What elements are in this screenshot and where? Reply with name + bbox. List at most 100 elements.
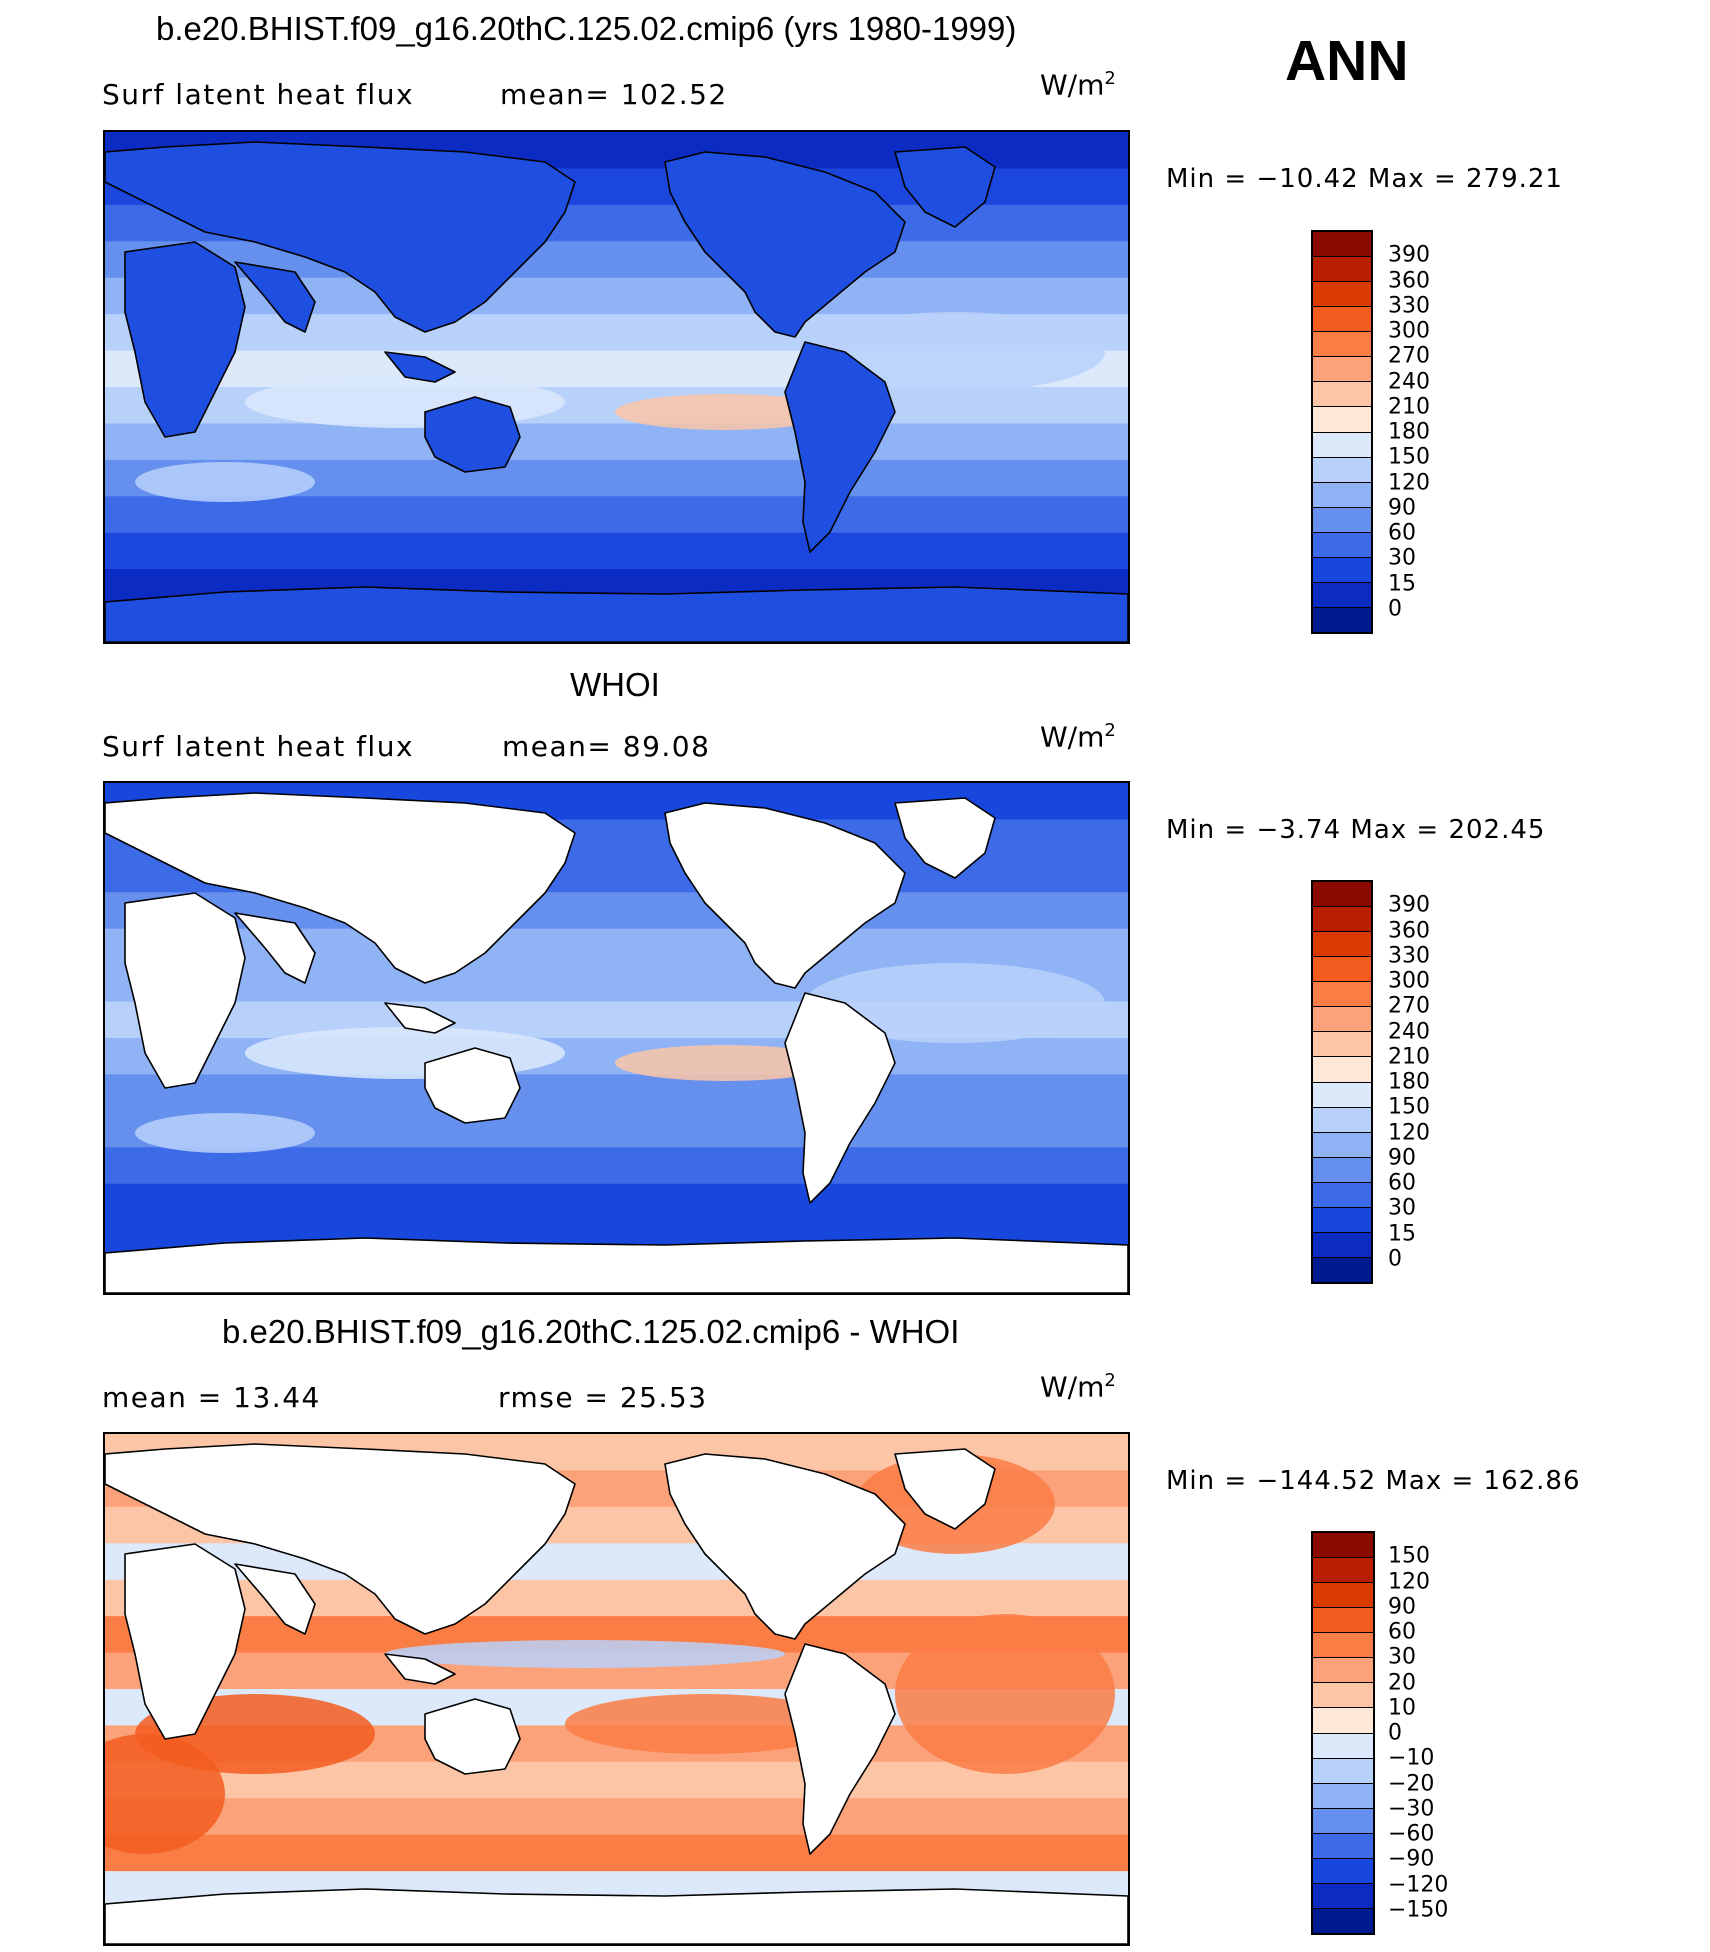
colorbar-segment <box>1313 1808 1373 1834</box>
colorbar-tick-label: 30 <box>1388 545 1416 571</box>
continent-outline <box>784 992 896 1204</box>
colorbar-segment <box>1313 1883 1373 1909</box>
units-label: W/m2 <box>1040 720 1116 754</box>
colorbar-labels: 390 360 330 300 270 240 210 180 150 120 90 60 30 15 0 <box>1388 880 1508 1284</box>
colorbar-segment <box>1313 907 1371 933</box>
colorbar-tick-label: −20 <box>1388 1771 1435 1796</box>
colorbar-tick-label: 180 <box>1388 419 1430 445</box>
colorbar-tick-label: 360 <box>1388 918 1430 943</box>
minmax-label: Min = −10.42 Max = 279.21 <box>1166 164 1563 194</box>
colorbar-segment <box>1313 957 1371 983</box>
colorbar-tick-label: 60 <box>1388 1170 1416 1196</box>
colorbar-tick-label: 180 <box>1388 1069 1430 1095</box>
colorbar-tick-label: 150 <box>1388 1543 1430 1569</box>
field-patch <box>615 1045 835 1081</box>
continent-outline <box>894 146 996 228</box>
field-patch <box>565 1694 845 1754</box>
continent-outline <box>124 241 246 438</box>
colorbar-tick-label: 270 <box>1388 343 1430 369</box>
colorbar-tick-label: 150 <box>1388 444 1430 470</box>
minmax-label: Min = −3.74 Max = 202.45 <box>1166 815 1546 845</box>
continent-outline <box>664 1453 906 1640</box>
field-band <box>105 1147 1128 1185</box>
colorbar-segment <box>1313 257 1371 283</box>
colorbar-segment <box>1313 882 1371 908</box>
minmax-label: Min = −144.52 Max = 162.86 <box>1166 1466 1581 1496</box>
season-label: ANN <box>1285 29 1409 93</box>
field-band <box>105 1183 1128 1222</box>
colorbar-segment <box>1313 1057 1371 1083</box>
colorbar-tick-label: 120 <box>1388 470 1430 495</box>
colorbar-segment <box>1313 432 1371 458</box>
map-plot <box>103 781 1130 1295</box>
continent-outline <box>664 151 906 338</box>
colorbar-tick-label: 120 <box>1388 1569 1430 1594</box>
colorbar-segment <box>1313 1558 1373 1584</box>
panel-title: WHOI <box>570 666 660 703</box>
colorbar-segment <box>1313 1533 1373 1559</box>
colorbar-tick-label: −60 <box>1388 1821 1435 1847</box>
colorbar <box>1311 880 1373 1284</box>
colorbar-tick-label: 90 <box>1388 1594 1416 1620</box>
colorbar-segment <box>1313 1082 1371 1108</box>
colorbar-tick-label: 240 <box>1388 369 1430 394</box>
continent-outline <box>124 892 246 1089</box>
field-patch <box>805 312 1105 392</box>
field-patch <box>245 1027 565 1079</box>
continent-outline <box>894 1448 996 1530</box>
colorbar-segment <box>1313 457 1371 483</box>
continent-outline <box>894 797 996 879</box>
field-patch <box>135 1113 315 1153</box>
colorbar-segment <box>1313 582 1371 608</box>
panel-left-label: Surf latent heat flux <box>102 78 415 111</box>
colorbar-segment <box>1313 1733 1373 1759</box>
panel-mean-label: mean= 89.08 <box>502 730 711 763</box>
colorbar-segment <box>1313 532 1371 558</box>
units-label: W/m2 <box>1040 68 1116 102</box>
continent-outline <box>424 1047 521 1124</box>
continent-outline <box>105 1443 576 1635</box>
colorbar-segment <box>1313 307 1371 333</box>
continent-outline <box>384 1653 456 1685</box>
colorbar-segment <box>1313 407 1371 433</box>
field-band <box>105 496 1128 534</box>
colorbar-segment <box>1313 1758 1373 1784</box>
colorbar-tick-label: 20 <box>1388 1670 1416 1695</box>
panel-title: b.e20.BHIST.f09_g16.20thC.125.02.cmip6 -… <box>222 1313 960 1350</box>
panel-mean-label: mean= 102.52 <box>500 78 728 111</box>
world-map <box>105 1434 1128 1944</box>
colorbar-tick-label: −150 <box>1388 1897 1449 1923</box>
field-patch <box>105 1734 225 1854</box>
continent-outline <box>424 396 521 473</box>
colorbar-tick-label: 210 <box>1388 394 1430 420</box>
field-patch <box>135 462 315 502</box>
colorbar-segment <box>1313 332 1371 358</box>
continent-outline <box>784 1643 896 1855</box>
colorbar-segment <box>1313 232 1371 258</box>
colorbar-tick-label: −10 <box>1388 1745 1435 1771</box>
colorbar-tick-label: 30 <box>1388 1195 1416 1221</box>
colorbar-segment <box>1313 1858 1373 1884</box>
colorbar-segment <box>1313 1833 1373 1859</box>
colorbar-tick-label: 360 <box>1388 268 1430 293</box>
world-map <box>105 132 1128 642</box>
colorbar-segment <box>1313 1232 1371 1258</box>
colorbar-segment <box>1313 1908 1373 1933</box>
colorbar-tick-label: −30 <box>1388 1796 1435 1822</box>
colorbar-tick-label: 0 <box>1388 1246 1402 1272</box>
continent-outline <box>105 586 1128 642</box>
field-band <box>105 1074 1128 1112</box>
colorbar-labels: 390 360 330 300 270 240 210 180 150 120 90 60 30 15 0 <box>1388 230 1508 634</box>
colorbar-segment <box>1313 557 1371 583</box>
field-patch <box>245 376 565 428</box>
colorbar-tick-label: 390 <box>1388 892 1430 918</box>
colorbar-labels: 150 120 90 60 30 20 10 0 −10 −20 −30 −60 −90 −120 −150 <box>1388 1531 1508 1935</box>
colorbar-tick-label: 90 <box>1388 1145 1416 1171</box>
panel-left-label: Surf latent heat flux <box>102 730 415 763</box>
continent-outline <box>234 912 316 984</box>
colorbar-tick-label: 0 <box>1388 596 1402 622</box>
colorbar-tick-label: 120 <box>1388 1120 1430 1145</box>
panel-rmse-label: rmse = 25.53 <box>498 1381 708 1414</box>
colorbar-segment <box>1313 607 1371 632</box>
colorbar-segment <box>1313 507 1371 533</box>
